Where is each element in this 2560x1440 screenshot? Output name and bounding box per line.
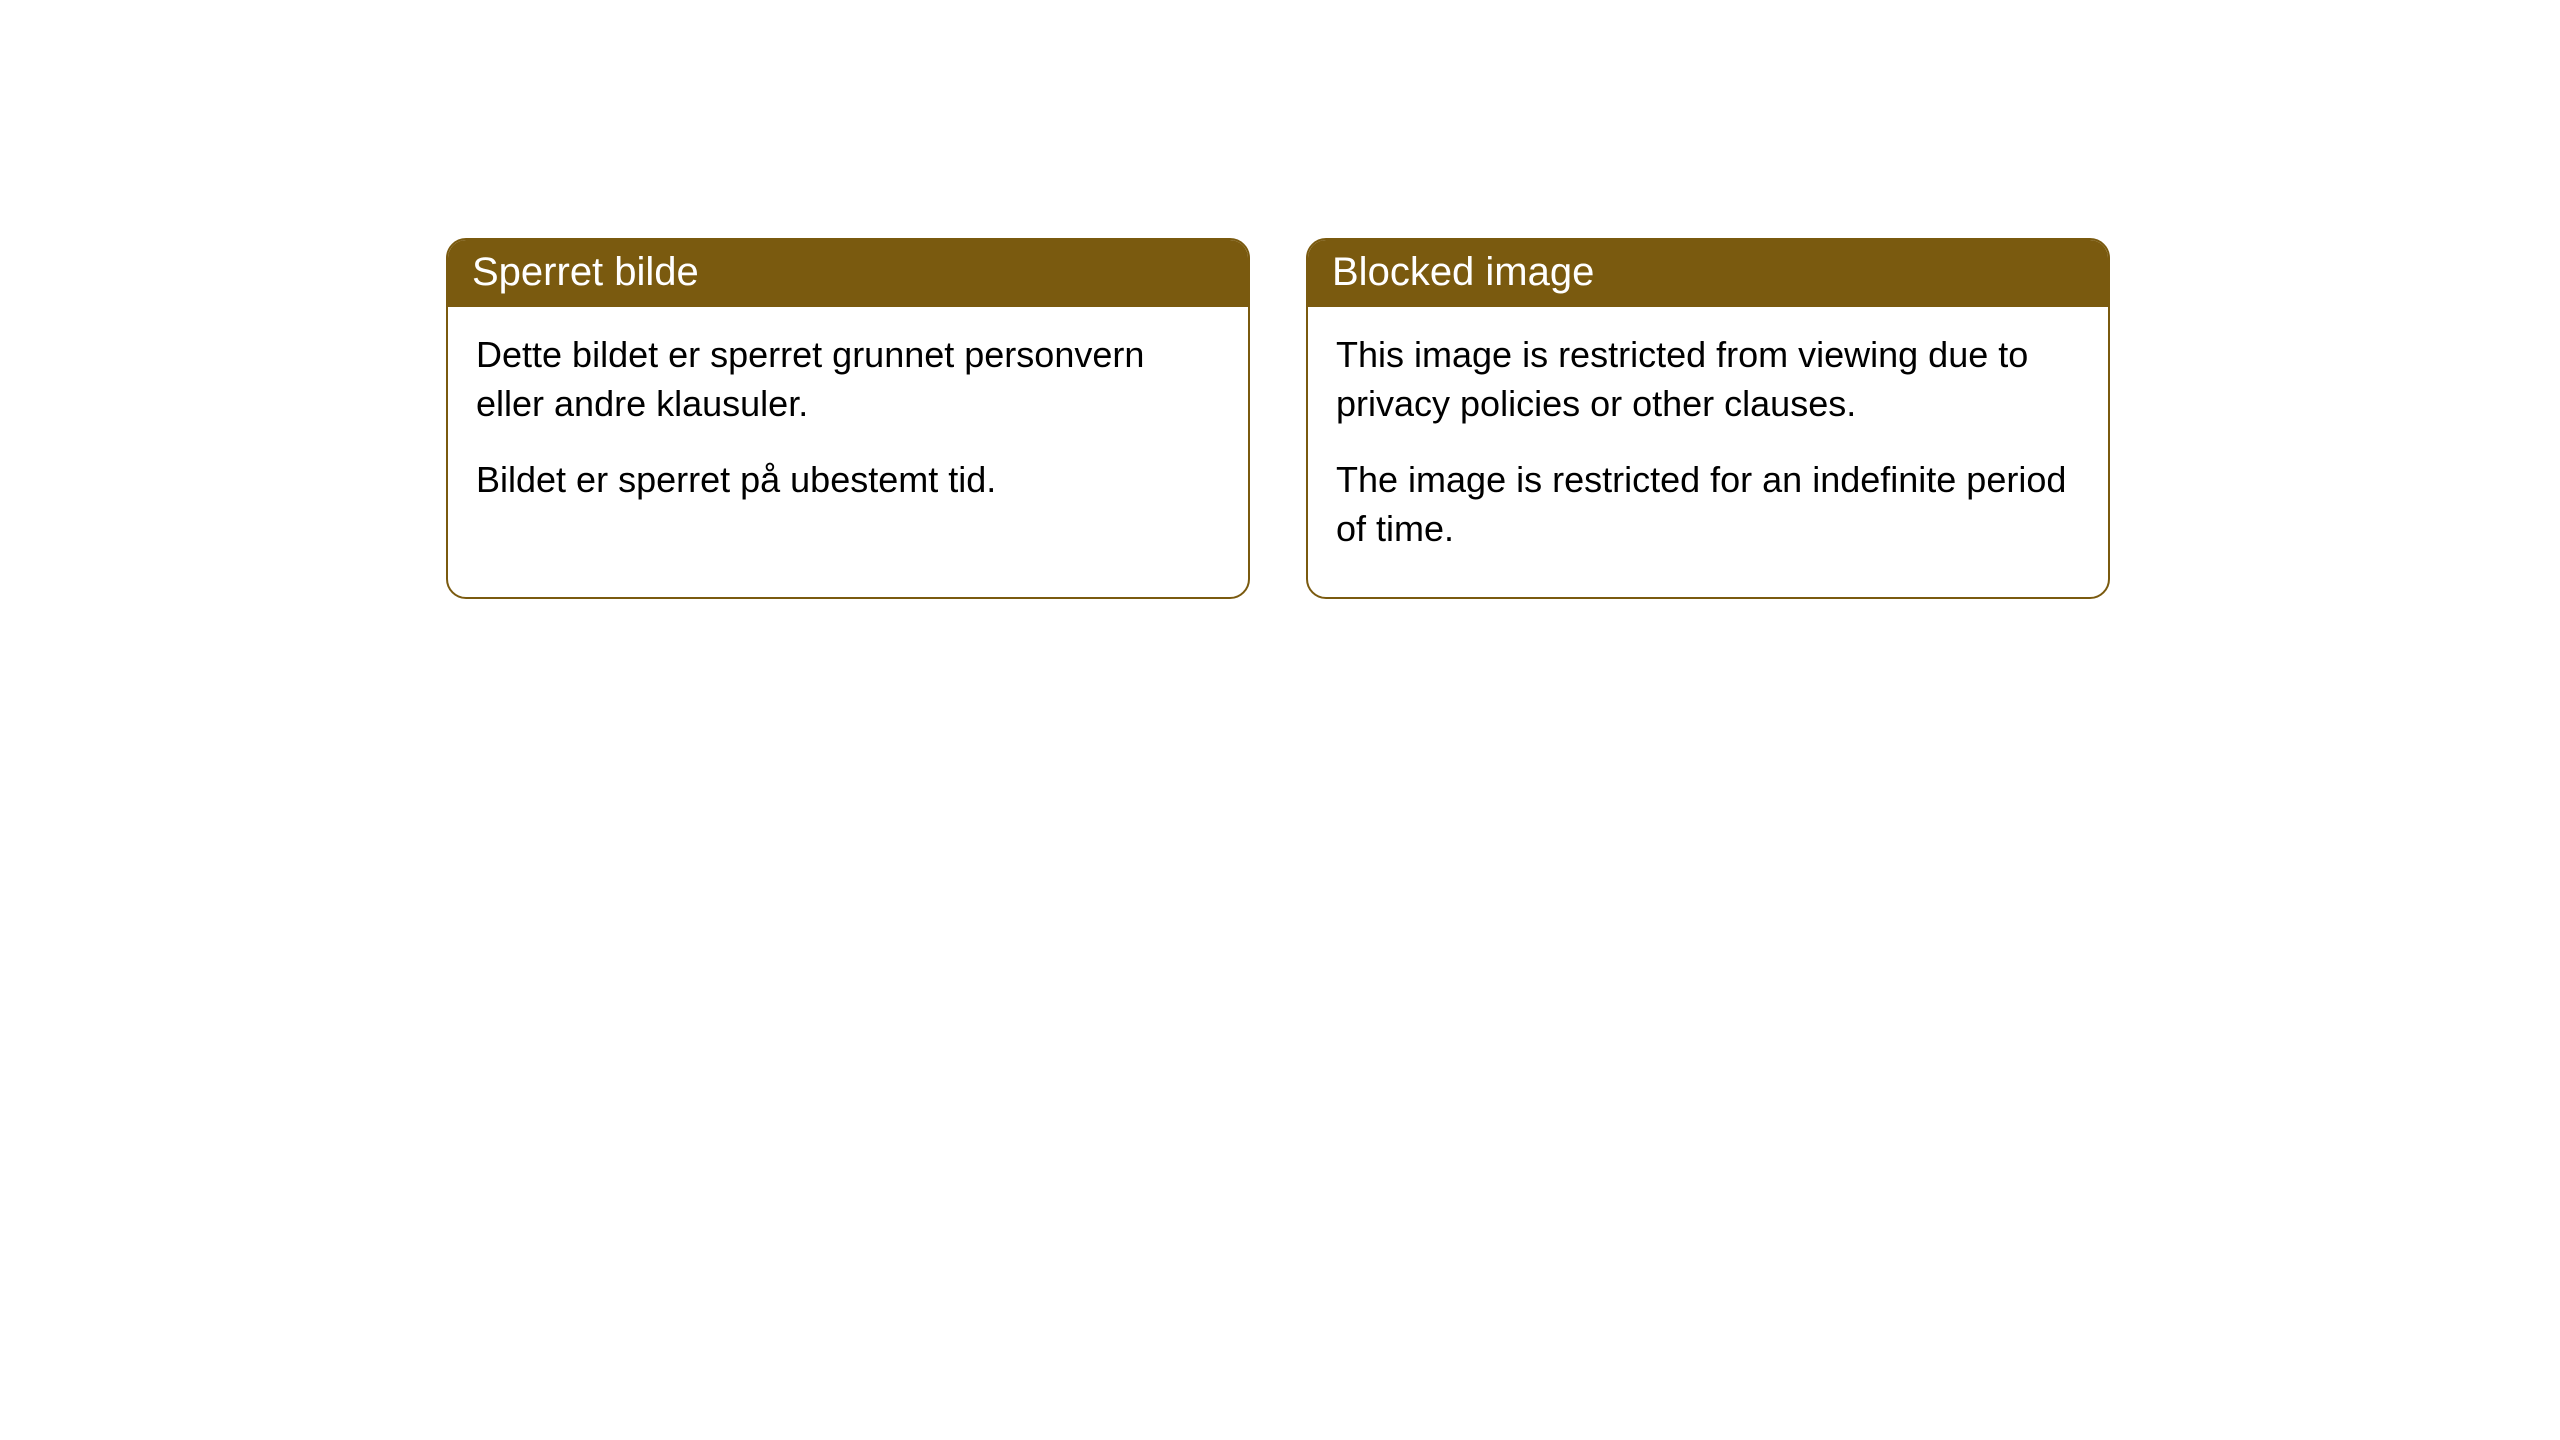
notice-card-english: Blocked image This image is restricted f…: [1306, 238, 2110, 599]
card-title: Sperret bilde: [472, 250, 699, 294]
notice-card-norwegian: Sperret bilde Dette bildet er sperret gr…: [446, 238, 1250, 599]
card-paragraph: This image is restricted from viewing du…: [1336, 331, 2080, 428]
card-header: Sperret bilde: [448, 240, 1248, 307]
card-body: Dette bildet er sperret grunnet personve…: [448, 307, 1248, 549]
card-paragraph: Dette bildet er sperret grunnet personve…: [476, 331, 1220, 428]
card-body: This image is restricted from viewing du…: [1308, 307, 2108, 597]
card-title: Blocked image: [1332, 250, 1594, 294]
notice-cards-container: Sperret bilde Dette bildet er sperret gr…: [446, 238, 2110, 599]
card-header: Blocked image: [1308, 240, 2108, 307]
card-paragraph: Bildet er sperret på ubestemt tid.: [476, 456, 1220, 505]
card-paragraph: The image is restricted for an indefinit…: [1336, 456, 2080, 553]
